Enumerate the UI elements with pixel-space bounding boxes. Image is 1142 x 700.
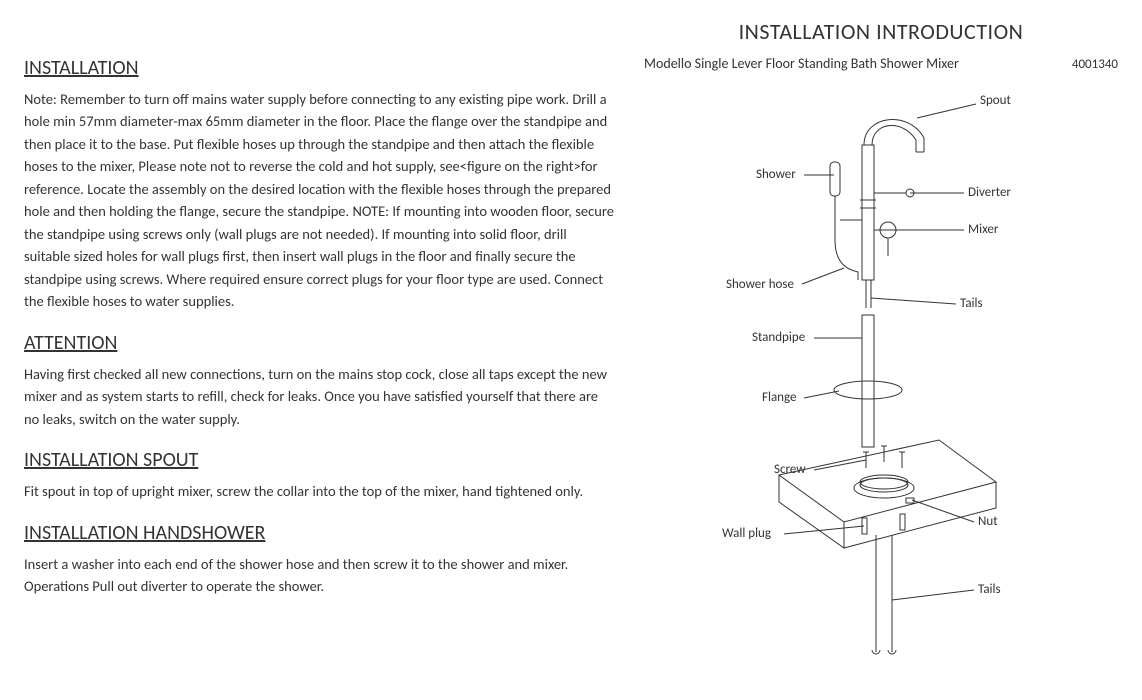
product-name: Modello Single Lever Floor Standing Bath… [644, 55, 959, 72]
label-diverter: Diverter [968, 185, 1011, 200]
label-nut: Nut [978, 514, 998, 529]
label-screw: Screw [774, 462, 806, 477]
diagram-svg [644, 90, 1084, 670]
product-line: Modello Single Lever Floor Standing Bath… [644, 55, 1118, 72]
attention-body: Having first checked all new connections… [24, 363, 614, 430]
main-title: INSTALLATION INTRODUCTION [644, 18, 1118, 45]
spout-body: Fit spout in top of upright mixer, screw… [24, 480, 614, 502]
label-shower: Shower [756, 167, 796, 182]
right-column: INSTALLATION INTRODUCTION Modello Single… [644, 18, 1118, 670]
attention-heading: ATTENTION [24, 331, 614, 355]
label-shower-hose: Shower hose [726, 277, 794, 292]
handshower-body: Insert a washer into each end of the sho… [24, 553, 614, 598]
label-tails-upper: Tails [960, 296, 983, 311]
product-code: 4001340 [1072, 57, 1118, 72]
label-standpipe: Standpipe [752, 330, 805, 345]
label-wall-plug: Wall plug [722, 526, 771, 541]
spout-heading: INSTALLATION SPOUT [24, 448, 614, 472]
left-column: INSTALLATION Note: Remember to turn off … [24, 18, 614, 670]
installation-body: Note: Remember to turn off mains water s… [24, 88, 614, 313]
label-mixer: Mixer [968, 222, 998, 237]
handshower-heading: INSTALLATION HANDSHOWER [24, 521, 614, 545]
product-diagram: Spout Shower Diverter Mixer Shower hose … [644, 90, 1084, 670]
label-spout: Spout [980, 93, 1011, 108]
label-tails-lower: Tails [978, 582, 1001, 597]
label-flange: Flange [762, 390, 797, 405]
installation-heading: INSTALLATION [24, 56, 614, 80]
